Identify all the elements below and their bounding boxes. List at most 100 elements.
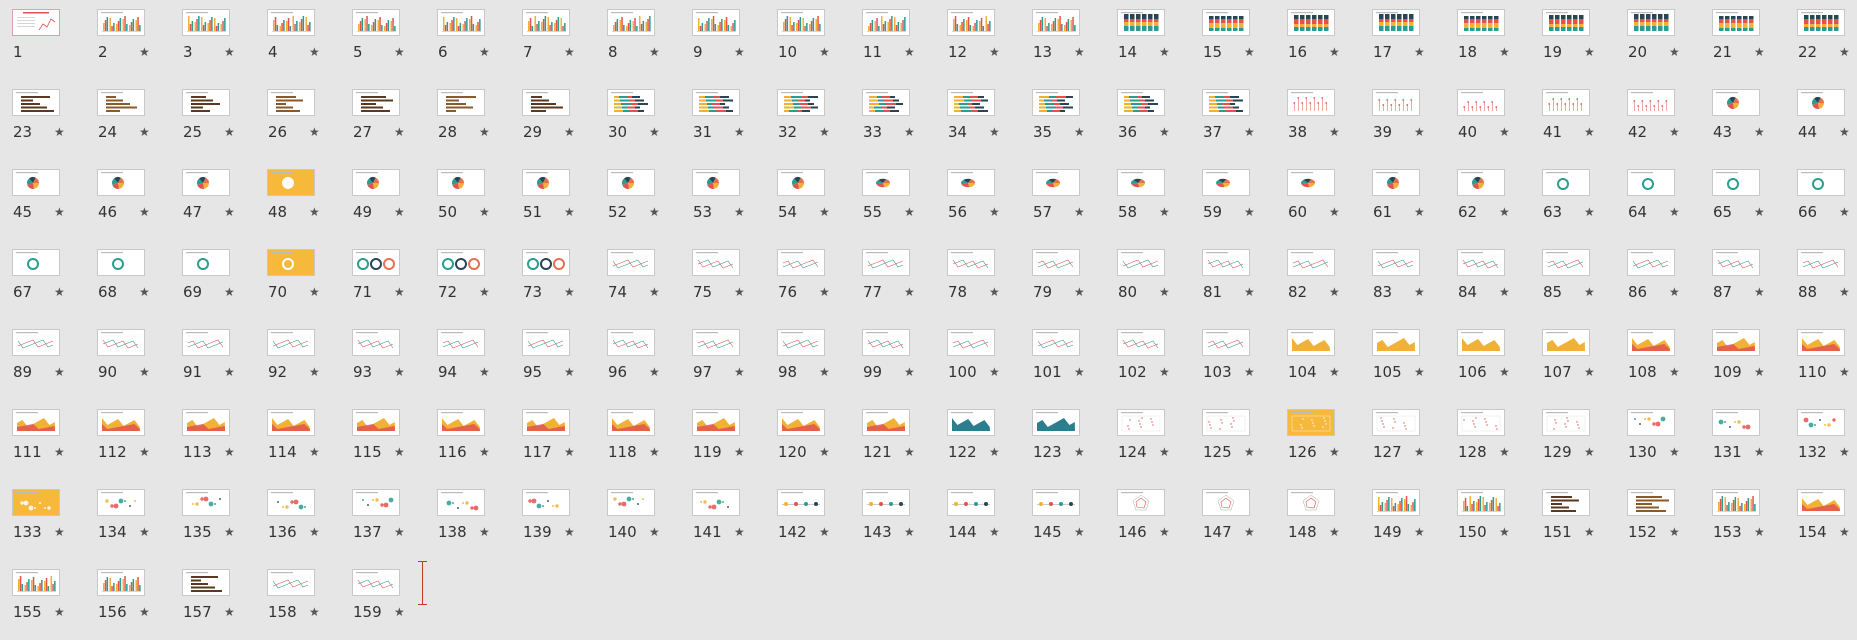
slide-preview[interactable] [947, 89, 995, 116]
slide-preview[interactable] [1457, 329, 1505, 356]
slide-thumbnail-152[interactable]: 152★ [1615, 480, 1700, 560]
transition-star-icon[interactable]: ★ [1669, 204, 1680, 220]
slide-thumbnail-129[interactable]: 129★ [1530, 400, 1615, 480]
slide-preview[interactable] [522, 89, 570, 116]
slide-preview[interactable] [1372, 169, 1420, 196]
slide-thumbnail-87[interactable]: 87★ [1700, 240, 1785, 320]
slide-thumbnail-55[interactable]: 55★ [850, 160, 935, 240]
transition-star-icon[interactable]: ★ [649, 44, 660, 60]
slide-preview[interactable] [1117, 169, 1165, 196]
slide-preview[interactable] [777, 489, 825, 516]
transition-star-icon[interactable]: ★ [1669, 524, 1680, 540]
transition-star-icon[interactable]: ★ [479, 124, 490, 140]
slide-preview[interactable] [1202, 409, 1250, 436]
slide-preview[interactable] [1542, 329, 1590, 356]
transition-star-icon[interactable]: ★ [394, 44, 405, 60]
slide-thumbnail-11[interactable]: 11★ [850, 0, 935, 80]
transition-star-icon[interactable]: ★ [1244, 524, 1255, 540]
slide-thumbnail-82[interactable]: 82★ [1275, 240, 1360, 320]
transition-star-icon[interactable]: ★ [904, 524, 915, 540]
slide-preview[interactable] [352, 569, 400, 596]
slide-preview[interactable] [1797, 329, 1845, 356]
slide-thumbnail-29[interactable]: 29★ [510, 80, 595, 160]
slide-thumbnail-50[interactable]: 50★ [425, 160, 510, 240]
slide-preview[interactable] [607, 9, 655, 36]
slide-thumbnail-92[interactable]: 92★ [255, 320, 340, 400]
slide-preview[interactable] [1287, 489, 1335, 516]
transition-star-icon[interactable]: ★ [1584, 204, 1595, 220]
transition-star-icon[interactable]: ★ [309, 604, 320, 620]
slide-thumbnail-77[interactable]: 77★ [850, 240, 935, 320]
slide-preview[interactable] [1457, 409, 1505, 436]
slide-preview[interactable] [1117, 489, 1165, 516]
slide-thumbnail-63[interactable]: 63★ [1530, 160, 1615, 240]
slide-thumbnail-143[interactable]: 143★ [850, 480, 935, 560]
slide-thumbnail-12[interactable]: 12★ [935, 0, 1020, 80]
slide-preview[interactable] [1202, 329, 1250, 356]
slide-thumbnail-58[interactable]: 58★ [1105, 160, 1190, 240]
slide-thumbnail-35[interactable]: 35★ [1020, 80, 1105, 160]
slide-thumbnail-131[interactable]: 131★ [1700, 400, 1785, 480]
slide-preview[interactable] [692, 409, 740, 436]
transition-star-icon[interactable]: ★ [1329, 444, 1340, 460]
slide-thumbnail-116[interactable]: 116★ [425, 400, 510, 480]
transition-star-icon[interactable]: ★ [54, 604, 65, 620]
transition-star-icon[interactable]: ★ [139, 364, 150, 380]
slide-preview[interactable] [862, 169, 910, 196]
slide-thumbnail-147[interactable]: 147★ [1190, 480, 1275, 560]
transition-star-icon[interactable]: ★ [904, 364, 915, 380]
transition-star-icon[interactable]: ★ [309, 444, 320, 460]
slide-preview[interactable] [267, 569, 315, 596]
transition-star-icon[interactable]: ★ [1414, 204, 1425, 220]
slide-preview[interactable] [1032, 249, 1080, 276]
slide-thumbnail-97[interactable]: 97★ [680, 320, 765, 400]
transition-star-icon[interactable]: ★ [1754, 124, 1765, 140]
slide-preview[interactable] [437, 9, 485, 36]
slide-preview[interactable] [1372, 329, 1420, 356]
slide-preview[interactable] [97, 409, 145, 436]
slide-thumbnail-88[interactable]: 88★ [1785, 240, 1857, 320]
slide-preview[interactable] [267, 329, 315, 356]
slide-preview[interactable] [182, 329, 230, 356]
slide-thumbnail-105[interactable]: 105★ [1360, 320, 1445, 400]
slide-thumbnail-125[interactable]: 125★ [1190, 400, 1275, 480]
transition-star-icon[interactable]: ★ [394, 124, 405, 140]
transition-star-icon[interactable]: ★ [819, 204, 830, 220]
transition-star-icon[interactable]: ★ [139, 444, 150, 460]
transition-star-icon[interactable]: ★ [1499, 364, 1510, 380]
transition-star-icon[interactable]: ★ [1754, 364, 1765, 380]
slide-preview[interactable] [1457, 89, 1505, 116]
transition-star-icon[interactable]: ★ [54, 284, 65, 300]
transition-star-icon[interactable]: ★ [734, 364, 745, 380]
slide-preview[interactable] [1712, 409, 1760, 436]
slide-thumbnail-25[interactable]: 25★ [170, 80, 255, 160]
slide-thumbnail-26[interactable]: 26★ [255, 80, 340, 160]
slide-preview[interactable] [777, 249, 825, 276]
transition-star-icon[interactable]: ★ [1584, 524, 1595, 540]
slide-preview[interactable] [437, 329, 485, 356]
slide-preview[interactable] [522, 9, 570, 36]
slide-preview[interactable] [1627, 329, 1675, 356]
slide-thumbnail-86[interactable]: 86★ [1615, 240, 1700, 320]
slide-thumbnail-31[interactable]: 31★ [680, 80, 765, 160]
transition-star-icon[interactable]: ★ [1244, 284, 1255, 300]
slide-thumbnail-94[interactable]: 94★ [425, 320, 510, 400]
transition-star-icon[interactable]: ★ [1839, 284, 1850, 300]
transition-star-icon[interactable]: ★ [224, 604, 235, 620]
transition-star-icon[interactable]: ★ [54, 524, 65, 540]
slide-thumbnail-107[interactable]: 107★ [1530, 320, 1615, 400]
slide-thumbnail-15[interactable]: 15★ [1190, 0, 1275, 80]
transition-star-icon[interactable]: ★ [1414, 444, 1425, 460]
slide-thumbnail-73[interactable]: 73★ [510, 240, 595, 320]
slide-thumbnail-8[interactable]: 8★ [595, 0, 680, 80]
slide-preview[interactable] [1457, 9, 1505, 36]
transition-star-icon[interactable]: ★ [989, 204, 1000, 220]
slide-preview[interactable] [12, 329, 60, 356]
slide-preview[interactable] [947, 409, 995, 436]
slide-preview[interactable] [1627, 9, 1675, 36]
slide-preview[interactable] [1287, 9, 1335, 36]
slide-preview[interactable] [1712, 249, 1760, 276]
slide-preview[interactable] [1032, 409, 1080, 436]
transition-star-icon[interactable]: ★ [819, 364, 830, 380]
slide-preview[interactable] [862, 489, 910, 516]
